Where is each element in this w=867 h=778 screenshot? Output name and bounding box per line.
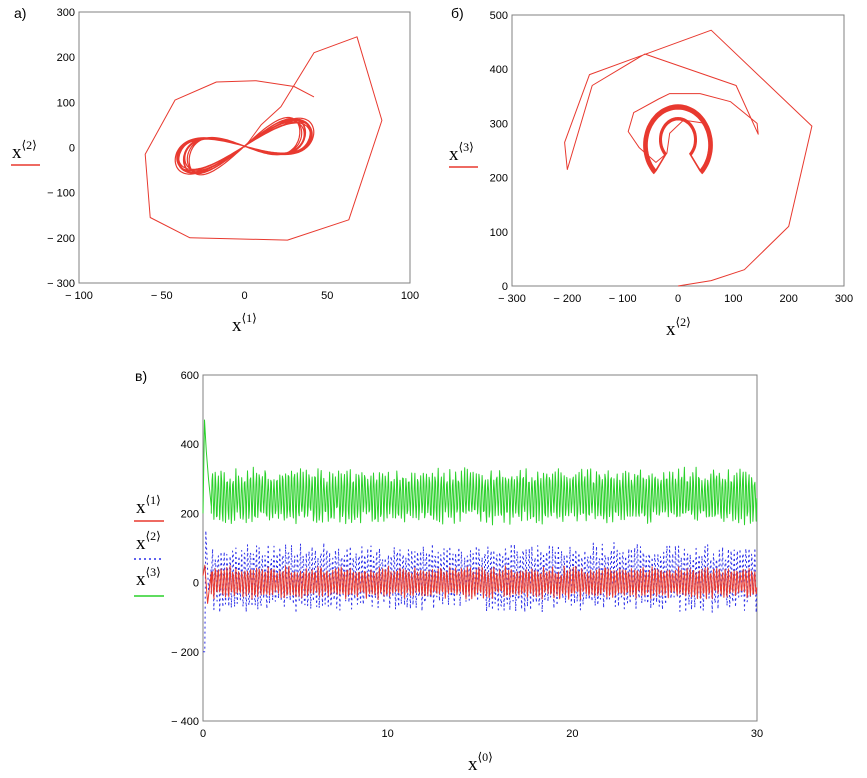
chart-a-ytick-label: − 200 [47, 233, 75, 245]
chart-a-series-1 [144, 36, 383, 241]
chart-a-panel-label: а) [14, 5, 26, 21]
chart-b-xtick-label: 300 [835, 293, 853, 305]
chart-b-xtick-label: − 100 [609, 293, 637, 305]
chart-c-legend-label-1: x⟨1⟩ [136, 493, 161, 518]
chart-c-series-1 [202, 419, 758, 526]
chart-b-series-1 [564, 29, 813, 287]
chart-b-series-2 [643, 104, 713, 175]
chart-c: в) 0 10 20 30 − 400 − 200 0 200 400 600 x⟨0⟩ x⟨1⟩… [134, 368, 763, 775]
chart-b-xtick-label: 200 [779, 293, 797, 305]
chart-b-tick-labels: − 300 − 200 − 100 0 100 200 300 0 100 200 300 400 50… [490, 10, 854, 305]
chart-c-legend: x⟨1⟩ x⟨2⟩ x⟨3⟩ [134, 493, 164, 597]
chart-b-series-group [564, 29, 813, 287]
chart-c-xtick-label: 10 [382, 728, 394, 740]
chart-c-ytick-label: 200 [181, 508, 199, 520]
chart-c-ytick-label: 0 [193, 578, 199, 590]
chart-b-xlabel: x⟨2⟩ [666, 315, 691, 340]
chart-b-ytick-label: 200 [490, 173, 508, 185]
chart-c-tick-labels: 0 10 20 30 − 400 − 200 0 200 400 600 [171, 370, 763, 740]
chart-b-ytick-label: 400 [490, 64, 508, 76]
chart-c-ytick-label: − 400 [171, 716, 199, 728]
chart-c-legend-label-3: x⟨3⟩ [136, 565, 161, 590]
chart-c-xtick-label: 20 [566, 728, 578, 740]
chart-a-xtick-label: 0 [241, 290, 247, 302]
chart-a-xlabel: x⟨1⟩ [232, 311, 257, 336]
chart-b-ytick-label: 300 [490, 118, 508, 130]
chart-b-xtick-label: − 300 [498, 293, 526, 305]
chart-a-ytick-label: − 300 [47, 278, 75, 290]
chart-b: б) − 300 − 200 − 100 0 100 200 300 0 100 200 300 40… [449, 5, 853, 340]
chart-a-tick-labels: − 100 − 50 0 50 100 − 300 − 200 − 100 0 100 200 300 [47, 7, 419, 302]
chart-c-ytick-label: − 200 [171, 647, 199, 659]
chart-c-series-3 [202, 564, 758, 604]
chart-c-series-group [202, 419, 758, 653]
chart-a-xtick-label: − 100 [65, 290, 93, 302]
chart-b-xtick-label: 0 [675, 293, 681, 305]
chart-b-ytick-label: 500 [490, 10, 508, 22]
chart-c-plot-area [202, 374, 758, 722]
chart-c-panel-label: в) [135, 368, 147, 384]
chart-a-ytick-label: 100 [57, 97, 75, 109]
chart-a-ytick-label: 0 [69, 143, 75, 155]
chart-c-xlabel: x⟨0⟩ [468, 750, 493, 775]
chart-b-ytick-label: 0 [502, 281, 508, 293]
chart-a-ytick-label: 300 [57, 7, 75, 19]
chart-b-plot-area [511, 14, 845, 287]
chart-a-ytick-label: − 100 [47, 188, 75, 200]
chart-c-ytick-label: 400 [181, 439, 199, 451]
chart-a-series-group [144, 36, 383, 241]
chart-b-ytick-label: 100 [490, 227, 508, 239]
chart-a-ytick-label: 200 [57, 52, 75, 64]
chart-a-series-2 [174, 116, 315, 176]
chart-b-xtick-label: − 200 [553, 293, 581, 305]
chart-b-ylabel: x⟨3⟩ [449, 140, 474, 165]
chart-a-xtick-label: 100 [401, 290, 419, 302]
chart-a-xtick-label: − 50 [151, 290, 173, 302]
chart-b-panel-label: б) [451, 5, 464, 21]
chart-c-legend-label-2: x⟨2⟩ [136, 529, 161, 554]
chart-b-xtick-label: 100 [724, 293, 742, 305]
chart-a-xtick-label: 50 [321, 290, 333, 302]
chart-a: а) − 100 − 50 0 50 100 − 300 − 200 − 100 0 100 200… [11, 5, 419, 336]
chart-c-ytick-label: 600 [181, 370, 199, 382]
chart-c-xtick-label: 0 [200, 728, 206, 740]
chart-c-xtick-label: 30 [751, 728, 763, 740]
chart-a-ylabel: x⟨2⟩ [12, 138, 37, 163]
